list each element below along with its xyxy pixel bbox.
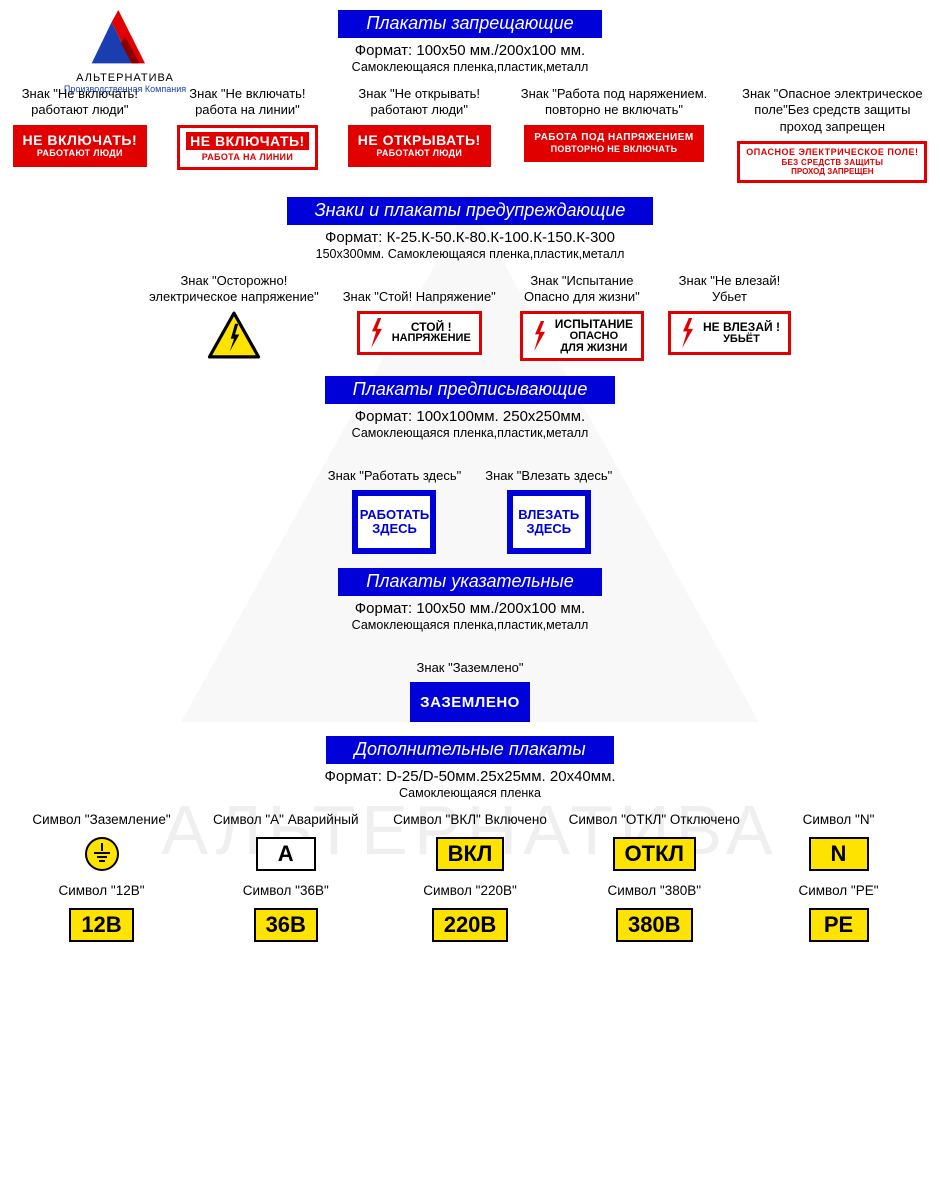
warning-sign: НЕ ВЛЕЗАЙ !УБЬЁТ (668, 311, 791, 355)
voltage-symbol: ВКЛ (436, 837, 505, 871)
ground-symbol (85, 837, 119, 871)
symbol-item: Символ "N" N (751, 812, 926, 871)
voltage-symbol: 36В (254, 908, 318, 942)
prohibition-sign: ОПАСНОЕ ЭЛЕКТРИЧЕСКОЕ ПОЛЕ! БЕЗ СРЕДСТВ … (737, 141, 927, 183)
item-label: Знак "Опасное электрическоеполе"Без сред… (737, 86, 927, 135)
prohibition-sign: НЕ ВКЛЮЧАТЬ! РАБОТАЮТ ЛЮДИ (13, 125, 148, 167)
item-label: Символ "Заземление" (14, 812, 189, 829)
prohibition-sign: НЕ ОТКРЫВАТЬ! РАБОТАЮТ ЛЮДИ (348, 125, 491, 167)
prohibition-sign: НЕ ВКЛЮЧАТЬ! РАБОТА НА ЛИНИИ (177, 125, 318, 170)
item-label: Символ "N" (751, 812, 926, 829)
symbol-item: Символ "ВКЛ" Включено ВКЛ (383, 812, 558, 871)
warning-triangle-icon (207, 311, 261, 359)
voltage-symbol: ОТКЛ (613, 837, 696, 871)
sign-item: Знак "Осторожно!электрическое напряжение… (149, 273, 319, 363)
logo-name: АЛЬТЕРНАТИВА (50, 72, 200, 84)
symbol-item: Символ "Заземление" (14, 812, 189, 871)
item-label: Знак "Заземлено" (410, 644, 530, 676)
voltage-symbol: 380В (616, 908, 693, 942)
indicative-sign: ЗАЗЕМЛЕНО (410, 682, 530, 722)
section-3: Плакаты указательные Формат: 100х50 мм./2… (8, 568, 932, 722)
voltage-symbol: 12В (69, 908, 133, 942)
warning-sign: ИСПЫТАНИЕОПАСНОДЛЯ ЖИЗНИ (520, 311, 644, 361)
voltage-symbol: PE (809, 908, 869, 942)
ground-icon (92, 843, 112, 865)
bolt-icon (679, 318, 697, 348)
materials-text: 150х300мм. Самоклеющаяся пленка,пластик,… (8, 247, 932, 261)
sign-item: Знак "Не влезай!Убьет НЕ ВЛЕЗАЙ !УБЬЁТ (668, 273, 791, 363)
item-label: Символ "36В" (198, 883, 373, 900)
prescriptive-sign: РАБОТАТЬЗДЕСЬ (352, 490, 436, 554)
section-2: Плакаты предписывающие Формат: 100х100мм.… (8, 376, 932, 554)
section-4: Дополнительные плакаты Формат: D-25/D-50м… (8, 736, 932, 942)
symbol-item: Символ "380В" 380В (567, 883, 742, 942)
item-label: Символ "PE" (751, 883, 926, 900)
format-text: Формат: 100х100мм. 250х250мм. (8, 408, 932, 425)
items-row: Знак "Заземлено" ЗАЗЕМЛЕНО (8, 644, 932, 722)
warning-sign: СТОЙ !НАПРЯЖЕНИЕ (357, 311, 482, 355)
prohibition-sign: РАБОТА ПОД НАПРЯЖЕНИЕМ ПОВТОРНО НЕ ВКЛЮЧ… (524, 125, 703, 163)
format-text: Формат: 100х50 мм./200х100 мм. (8, 600, 932, 617)
symbols-row: Символ "12В" 12В Символ "36В" 36В Символ… (8, 883, 932, 942)
logo-icon (90, 10, 160, 70)
sign-item: Знак "Опасное электрическоеполе"Без сред… (737, 86, 927, 183)
item-label: Знак "Работа под наряжением.повторно не … (521, 86, 708, 119)
item-label: Знак "Не влезай!Убьет (668, 273, 791, 306)
sign-item: Знак "Работать здесь" РАБОТАТЬЗДЕСЬ (328, 452, 462, 554)
format-text: Формат: К-25.К-50.К-80.К-100.К-150.К-300 (8, 229, 932, 246)
item-label: Знак "Осторожно!электрическое напряжение… (149, 273, 319, 306)
item-label: Знак "Стой! Напряжение" (343, 273, 496, 305)
items-row: Знак "Работать здесь" РАБОТАТЬЗДЕСЬ Знак… (8, 452, 932, 554)
symbol-item: Символ "220В" 220В (383, 883, 558, 942)
section-title: Дополнительные плакаты (326, 736, 613, 764)
sign-item: Знак "Влезать здесь" ВЛЕЗАТЬЗДЕСЬ (485, 452, 612, 554)
section-title: Плакаты указательные (338, 568, 601, 596)
item-label: Символ "А" Аварийный (198, 812, 373, 829)
symbol-item: Символ "ОТКЛ" Отключено ОТКЛ (567, 812, 742, 871)
item-label: Символ "380В" (567, 883, 742, 900)
prescriptive-sign: ВЛЕЗАТЬЗДЕСЬ (507, 490, 591, 554)
format-text: Формат: D-25/D-50мм.25х25мм. 20х40мм. (8, 768, 932, 785)
item-label: Знак "Не открывать!работают люди" (348, 86, 491, 119)
item-label: Символ "12В" (14, 883, 189, 900)
sign-item: Знак "Заземлено" ЗАЗЕМЛЕНО (410, 644, 530, 722)
section-1: Знаки и плакаты предупреждающие Формат: К… (8, 197, 932, 363)
symbol-item: Символ "12В" 12В (14, 883, 189, 942)
sign-item: Знак "Стой! Напряжение" СТОЙ !НАПРЯЖЕНИЕ (343, 273, 496, 363)
voltage-symbol: А (256, 837, 316, 871)
sign-item: Знак "Не включать!работа на линии" НЕ ВК… (177, 86, 318, 183)
bolt-icon (368, 318, 386, 348)
materials-text: Самоклеющаяся пленка,пластик,металл (8, 618, 932, 632)
item-label: Знак "Работать здесь" (328, 452, 462, 484)
voltage-symbol: N (809, 837, 869, 871)
voltage-symbol: 220В (432, 908, 509, 942)
item-label: Символ "ОТКЛ" Отключено (567, 812, 742, 829)
items-row: Знак "Осторожно!электрическое напряжение… (8, 273, 932, 363)
sign-item: Знак "Не включать!работают люди" НЕ ВКЛЮ… (13, 86, 148, 183)
item-label: Символ "ВКЛ" Включено (383, 812, 558, 829)
logo-subtitle: Производственная Компания (50, 84, 200, 94)
item-label: Знак "Влезать здесь" (485, 452, 612, 484)
section-title: Знаки и плакаты предупреждающие (287, 197, 654, 225)
materials-text: Самоклеющаяся пленка (8, 786, 932, 800)
item-label: Символ "220В" (383, 883, 558, 900)
symbol-item: Символ "36В" 36В (198, 883, 373, 942)
section-title: Плакаты предписывающие (325, 376, 616, 404)
items-row: Знак "Не включать!работают люди" НЕ ВКЛЮ… (8, 86, 932, 183)
sign-item: Знак "Не открывать!работают люди" НЕ ОТК… (348, 86, 491, 183)
bolt-icon (531, 321, 549, 351)
company-logo: АЛЬТЕРНАТИВА Производственная Компания (50, 10, 200, 94)
symbols-row: Символ "Заземление" Символ "А" Аварийный… (8, 812, 932, 871)
materials-text: Самоклеющаяся пленка,пластик,металл (8, 426, 932, 440)
section-title: Плакаты запрещающие (338, 10, 601, 38)
sign-item: Знак "Работа под наряжением.повторно не … (521, 86, 708, 183)
item-label: Знак "ИспытаниеОпасно для жизни" (520, 273, 644, 306)
symbol-item: Символ "PE" PE (751, 883, 926, 942)
sign-item: Знак "ИспытаниеОпасно для жизни" ИСПЫТАН… (520, 273, 644, 363)
symbol-item: Символ "А" Аварийный А (198, 812, 373, 871)
